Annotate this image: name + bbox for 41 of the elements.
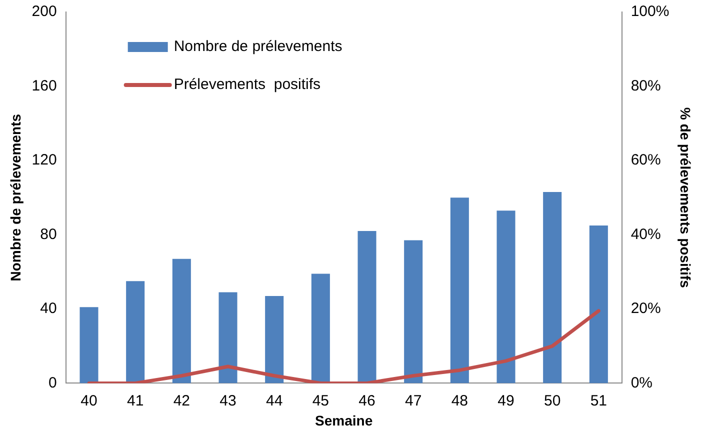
bar bbox=[589, 225, 608, 384]
x-tick-label: 41 bbox=[126, 392, 144, 410]
x-tick-label: 40 bbox=[80, 392, 98, 410]
x-axis-title: Semaine bbox=[315, 412, 373, 428]
bar bbox=[543, 192, 562, 384]
legend-label: Prélevements positifs bbox=[174, 76, 321, 94]
x-tick-label: 44 bbox=[266, 392, 283, 410]
bar bbox=[358, 231, 376, 384]
x-tick-label: 48 bbox=[451, 392, 468, 410]
bar bbox=[80, 307, 98, 384]
x-tick-label: 45 bbox=[312, 392, 330, 410]
bar bbox=[404, 240, 423, 384]
x-tick-label: 46 bbox=[358, 392, 376, 410]
y-tick-label: 40 bbox=[40, 300, 57, 318]
y-tick-label: 120 bbox=[32, 152, 57, 169]
x-tick-label: 47 bbox=[404, 392, 422, 410]
y-axis-title: Nombre de prélevements bbox=[7, 114, 24, 282]
y2-axis-title: % de prélevements positifs bbox=[678, 107, 694, 288]
y-tick-label: 160 bbox=[32, 77, 57, 94]
y2-tick-label: 0% bbox=[630, 374, 653, 392]
bar bbox=[172, 258, 191, 384]
bar bbox=[265, 296, 284, 384]
y-tick-label: 0 bbox=[48, 374, 57, 392]
y2-tick-label: 80% bbox=[630, 77, 661, 94]
bar bbox=[496, 210, 516, 384]
bar bbox=[126, 281, 145, 384]
bar bbox=[450, 198, 469, 384]
y-tick-label: 200 bbox=[32, 3, 57, 20]
legend-label: Nombre de prélevements bbox=[174, 38, 342, 56]
x-tick-label: 49 bbox=[498, 392, 514, 410]
y2-tick-label: 40% bbox=[630, 226, 661, 243]
x-tick-label: 51 bbox=[590, 392, 608, 410]
y-tick-label: 80 bbox=[40, 226, 57, 243]
y2-tick-label: 100% bbox=[630, 3, 670, 20]
x-tick-label: 43 bbox=[220, 392, 236, 410]
y2-tick-label: 60% bbox=[630, 152, 661, 169]
x-tick-label: 50 bbox=[544, 392, 561, 410]
bar bbox=[218, 292, 238, 384]
y2-tick-label: 20% bbox=[630, 300, 661, 318]
x-tick-label: 42 bbox=[173, 392, 190, 410]
bar bbox=[311, 274, 330, 384]
